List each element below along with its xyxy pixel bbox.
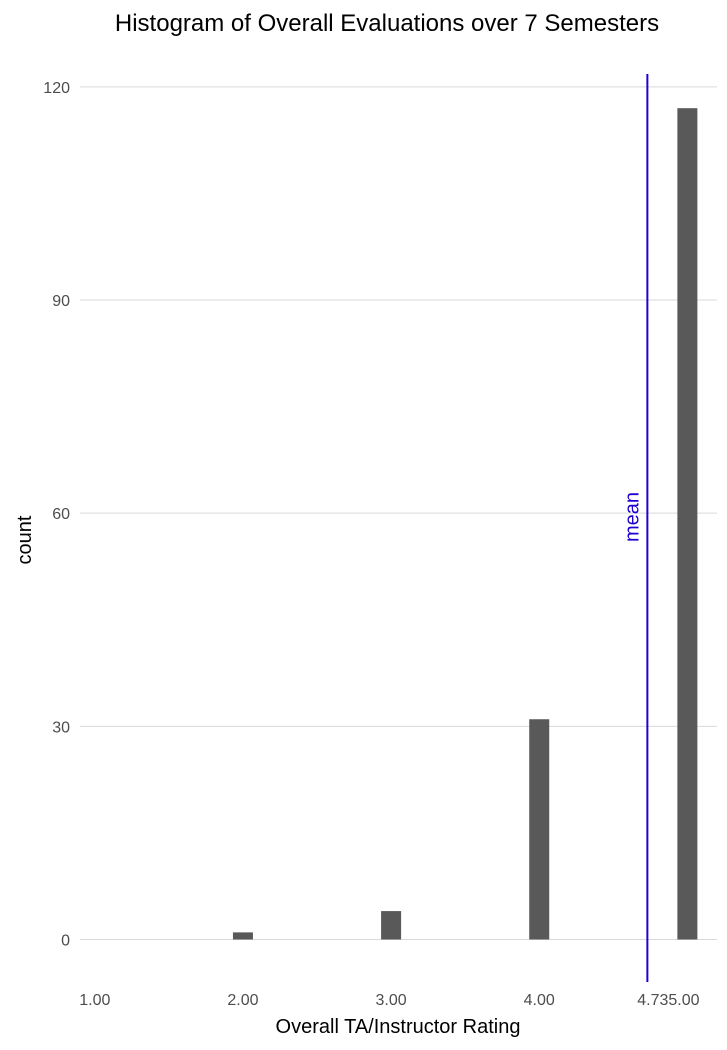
y-tick-label-0: 0 [61,933,70,950]
x-tick-label-3-00: 3.00 [376,992,407,1009]
x-tick-label-2-00: 2.00 [227,992,258,1009]
x-tick-label-5-00: 5.00 [668,992,699,1009]
x-tick-label-4-73: 4.73 [637,992,668,1009]
x-axis-ticks: 1.00 2.00 3.00 4.00 4.73 5.00 [79,992,699,1009]
y-axis-label: count [14,515,36,564]
bar-3 [381,911,402,940]
y-tick-label-90: 90 [52,293,70,310]
mean-reference: mean [621,74,649,982]
y-tick-label-120: 120 [43,80,70,97]
bar-4 [529,719,550,940]
y-tick-label-60: 60 [52,506,70,523]
x-tick-label-4-00: 4.00 [524,992,555,1009]
bars [232,108,698,940]
mean-label: mean [621,492,643,542]
x-tick-label-1-00: 1.00 [79,992,110,1009]
x-axis-label: Overall TA/Instructor Rating [276,1016,521,1038]
y-axis-ticks: 0 30 60 90 120 [43,80,70,950]
bar-2 [232,932,253,940]
chart-title: Histogram of Overall Evaluations over 7 … [115,10,659,37]
y-tick-label-30: 30 [52,719,70,736]
gridlines [80,86,717,940]
bar-5 [677,108,698,940]
